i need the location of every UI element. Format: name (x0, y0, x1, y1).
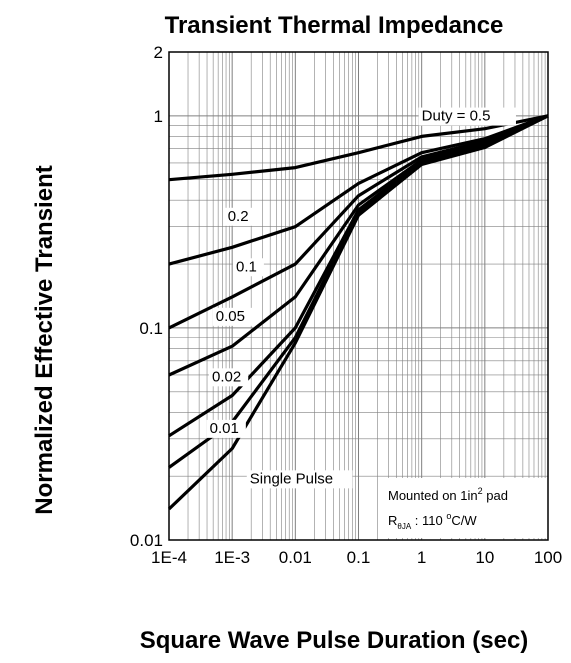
series-line-1 (168, 114, 549, 266)
y-tick-label: 2 (154, 43, 163, 62)
y-axis-title: Normalized Effective Transient (31, 165, 58, 514)
grid (169, 52, 548, 540)
x-tick-label: 0.1 (347, 548, 371, 567)
x-axis-title: Square Wave Pulse Duration (sec) (140, 627, 529, 654)
series-label-bg (206, 419, 246, 438)
series-label-5: 0.01 (210, 420, 239, 437)
y-tick-label: 1 (154, 107, 163, 126)
x-tick-label: 10 (475, 548, 494, 567)
y-tick-label: 0.01 (130, 531, 163, 550)
y-tick-label: 0.1 (139, 319, 163, 338)
series-line-2 (168, 114, 549, 330)
x-tick-label: 0.01 (279, 548, 312, 567)
series-label-bg (212, 307, 252, 326)
series-label-bg (418, 107, 516, 126)
annotation-line-1: Mounted on 1in2 pad (388, 486, 508, 503)
series-label-3: 0.05 (216, 308, 245, 325)
x-tick-label: 1 (417, 548, 426, 567)
series-label-bg (233, 258, 264, 277)
series-label-bg (209, 368, 249, 387)
y-tick-labels: 0.01 0.1 1 2 (130, 43, 163, 550)
x-tick-label: 1E-3 (214, 548, 250, 567)
series-label-bg (224, 207, 256, 226)
annotation-line-2: RθJA : 110 oC/W (388, 511, 477, 531)
series-labels: Duty = 0.5 0.2 0.1 0.05 0.02 0.01 Single Pulse (206, 107, 516, 489)
plot-frame (168, 51, 549, 541)
annotation-box: Mounted on 1in2 pad RθJA : 110 oC/W (381, 478, 547, 538)
series-label-0: Duty = 0.5 (422, 108, 491, 125)
x-tick-labels: 1E-4 1E-3 0.01 0.1 1 10 100 (151, 548, 562, 567)
series-label-2: 0.1 (236, 258, 257, 275)
series-label-6: Single Pulse (250, 470, 333, 487)
series-line-6 (167, 114, 549, 511)
x-tick-label: 1E-4 (151, 548, 187, 567)
series-line-0 (168, 114, 549, 182)
series-group (167, 114, 549, 511)
annotation-bg (381, 478, 547, 538)
series-label-bg (246, 470, 353, 489)
series-label-1: 0.2 (228, 208, 249, 225)
chart-title: Transient Thermal Impedance (165, 12, 504, 39)
series-label-4: 0.02 (212, 368, 241, 385)
x-tick-label: 100 (534, 548, 562, 567)
